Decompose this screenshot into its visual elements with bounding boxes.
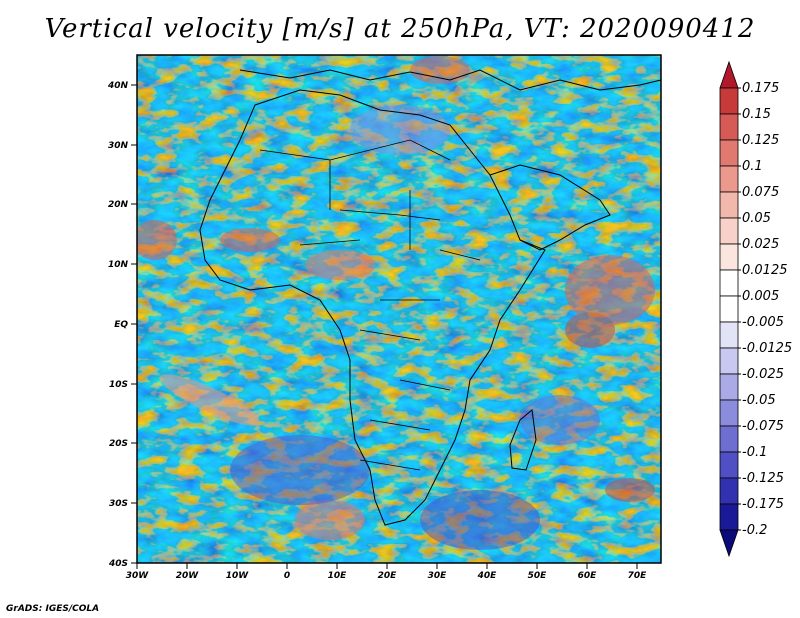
colorbar-label: -0.0125 <box>742 341 792 356</box>
colorbar-label: -0.2 <box>742 523 767 538</box>
lon-label-10w: 10W <box>226 571 250 581</box>
lat-tick-40n: 40N <box>107 81 137 91</box>
lon-tick-20e: 20E <box>378 563 398 581</box>
lon-tick-60e: 60E <box>578 563 598 581</box>
colorbar-label: 0.125 <box>742 133 779 148</box>
colorbar-labels: 0.175 0.15 0.125 0.1 0.075 0.05 0.025 0.0125 0.0… <box>738 81 792 538</box>
lon-label-50e: 50E <box>528 571 548 581</box>
lat-tick-20n: 20N <box>108 200 137 210</box>
lon-tick-30e: 30E <box>428 563 448 581</box>
lat-label-20n: 20N <box>108 200 129 210</box>
colorbar-box <box>719 217 739 245</box>
plot-frame <box>136 54 662 564</box>
lon-label-40e: 40E <box>477 571 498 581</box>
colorbar-label: -0.025 <box>742 367 784 382</box>
colorbar: 0.175 0.15 0.125 0.1 0.075 0.05 0.025 0.0125 0.0… <box>719 60 792 558</box>
colorbar-box <box>719 321 739 349</box>
lon-label-70e: 70E <box>628 571 648 581</box>
lon-label-30w: 30W <box>126 571 150 581</box>
arabia-coastline <box>489 164 611 251</box>
lon-tick-40e: 40E <box>477 563 498 581</box>
lat-label-40n: 40N <box>107 81 129 91</box>
colorbar-label: 0.075 <box>742 185 779 200</box>
lat-tick-30s: 30S <box>109 499 137 509</box>
positive-regions <box>137 56 655 540</box>
colorbar-box <box>719 243 739 271</box>
velocity-field <box>137 55 661 563</box>
lat-axis: 40N 30N 20N 10N EQ 10S 20S 30S 40S <box>107 81 137 569</box>
colorbar-box <box>719 373 739 401</box>
europe-coastline <box>239 69 661 91</box>
colorbar-label: 0.005 <box>742 289 779 304</box>
lat-tick-10s: 10S <box>109 380 137 390</box>
lon-axis: 30W 20W 10W 0 10E 20E 30E 40E 50E 60E 70… <box>126 563 647 581</box>
colorbar-box <box>719 165 739 193</box>
africa-coastline <box>199 89 546 526</box>
colorbar-box <box>719 191 739 219</box>
colorbar-box <box>719 451 739 479</box>
colorbar-label: 0.05 <box>742 211 771 226</box>
lat-tick-20s: 20S <box>109 439 137 449</box>
lon-label-60e: 60E <box>578 571 598 581</box>
lon-tick-10w: 10W <box>226 563 250 581</box>
colorbar-box <box>719 87 739 115</box>
lon-tick-20w: 20W <box>176 563 200 581</box>
colorbar-box <box>719 425 739 453</box>
lon-label-10e: 10E <box>328 571 348 581</box>
colorbar-boxes <box>719 60 739 558</box>
colorbar-label: -0.125 <box>742 471 784 486</box>
colorbar-label: 0.025 <box>742 237 779 252</box>
lon-tick-30w: 30W <box>126 563 150 581</box>
lon-label-0: 0 <box>284 571 290 581</box>
lat-label-eq: EQ <box>114 320 128 330</box>
lat-label-20s: 20S <box>109 439 128 449</box>
coastlines <box>199 69 661 526</box>
colorbar-label: 0.175 <box>742 81 779 96</box>
lat-label-30n: 30N <box>108 141 129 151</box>
lon-label-20e: 20E <box>378 571 398 581</box>
colorbar-box <box>719 347 739 375</box>
lon-tick-10e: 10E <box>328 563 348 581</box>
colorbar-box <box>719 477 739 505</box>
colorbar-box <box>719 529 739 558</box>
lon-label-20w: 20W <box>176 571 200 581</box>
colorbar-label: 0.15 <box>742 107 771 122</box>
country-borders <box>259 139 481 471</box>
colorbar-box <box>719 60 739 89</box>
lat-label-10s: 10S <box>109 380 128 390</box>
lon-tick-50e: 50E <box>528 563 548 581</box>
lat-label-10n: 10N <box>108 260 129 270</box>
lat-tick-30n: 30N <box>108 141 137 151</box>
colorbar-label: 0.1 <box>742 159 763 174</box>
negative-regions <box>230 105 600 550</box>
lat-tick-40s: 40S <box>108 559 137 569</box>
colorbar-label: -0.075 <box>742 419 784 434</box>
lat-tick-10n: 10N <box>108 260 137 270</box>
lat-label-40s: 40S <box>108 559 128 569</box>
colorbar-box <box>719 295 739 323</box>
lat-tick-eq: EQ <box>114 320 137 330</box>
lat-label-30s: 30S <box>109 499 128 509</box>
lon-tick-70e: 70E <box>628 563 648 581</box>
colorbar-label: -0.175 <box>742 497 784 512</box>
colorbar-label: -0.05 <box>742 393 776 408</box>
lon-label-30e: 30E <box>428 571 448 581</box>
colorbar-box <box>719 113 739 141</box>
colorbar-box <box>719 139 739 167</box>
madagascar-coastline <box>509 409 537 471</box>
colorbar-label: -0.1 <box>742 445 767 460</box>
colorbar-label: -0.005 <box>742 315 784 330</box>
colorbar-box <box>719 503 739 531</box>
colorbar-label: 0.0125 <box>742 263 788 278</box>
chart-title: Vertical velocity [m/s] at 250hPa, VT: 2… <box>44 14 756 44</box>
colorbar-box <box>719 399 739 427</box>
lon-tick-0: 0 <box>284 563 290 581</box>
colorbar-box <box>719 269 739 297</box>
credit-text: GrADS: IGES/COLA <box>6 604 100 614</box>
